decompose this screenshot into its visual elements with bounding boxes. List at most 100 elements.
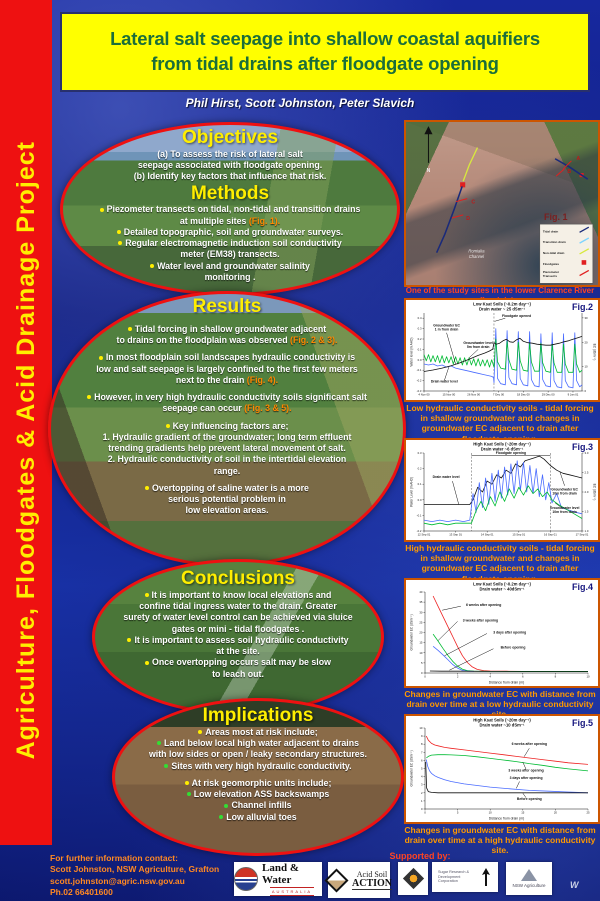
svg-text:High Ksat Soils (~20m day⁻¹): High Ksat Soils (~20m day⁻¹) [473,718,531,723]
svg-text:4: 4 [421,775,423,779]
svg-text:0.0: 0.0 [418,498,422,502]
svg-text:Distance from drain (m): Distance from drain (m) [489,681,524,685]
svg-text:Distance from drain (m): Distance from drain (m) [489,817,524,821]
poster-text-line: surety of water level control can be ach… [123,612,353,623]
svg-text:10m from drain: 10m from drain [552,491,577,495]
svg-text:9 Jan 01: 9 Jan 01 [568,393,579,397]
supported-by-label: Supported by: [389,851,451,861]
svg-text:EC (dSm⁻¹): EC (dSm⁻¹) [593,344,597,361]
svg-text:3.0: 3.0 [585,451,589,455]
svg-text:10: 10 [419,726,423,730]
fig4-label: Fig.4 [571,582,593,592]
svg-text:Piezometer: Piezometer [543,270,560,274]
svg-text:8: 8 [421,742,423,746]
bullet-icon [150,263,155,268]
bullet-icon [145,486,150,491]
cane-arrow-icon [482,868,490,886]
section-implications: Implications Areas most at risk include; L… [112,698,404,856]
svg-text:20: 20 [585,340,589,344]
svg-text:0.1: 0.1 [418,482,422,486]
svg-text:3 days after opening: 3 days after opening [493,631,526,635]
svg-text:6: 6 [522,675,524,679]
sugar-rdc-logo: Sugar Research & Development Corporation [432,862,498,892]
svg-text:15 Sep 01: 15 Sep 01 [512,533,525,537]
fig1-panel: N A B C D Romiaka Channel Tidal drain Transition… [404,120,600,287]
fig5-label: Fig.5 [571,718,593,728]
svg-text:Drain water ~10 dSm⁻¹: Drain water ~10 dSm⁻¹ [480,723,526,728]
svg-text:8: 8 [555,675,557,679]
poster-title-line1: Lateral salt seepage into shallow coasta… [110,28,540,50]
bullet-icon [198,730,203,735]
authors-line: Phil Hirst, Scott Johnston, Peter Slavic… [185,96,415,110]
svg-text:12 Sep 01: 12 Sep 01 [418,533,431,537]
svg-text:Before opening: Before opening [517,797,542,801]
svg-text:C: C [471,200,475,206]
poster-text-line: gates or mini - tidal floodgates . [171,623,305,634]
svg-text:13 Sep 01: 13 Sep 01 [449,533,462,537]
pyramid-icon [521,869,537,881]
poster-text-line: range. [213,465,241,476]
svg-text:2: 2 [421,791,423,795]
svg-text:6 weeks after opening: 6 weeks after opening [512,742,547,746]
land-water-subtext: AUSTRALIA [269,887,315,896]
poster-text-line: Piezometer transects on tidal, non-tidal… [99,204,360,215]
svg-text:Groundwater level: Groundwater level [550,506,580,510]
svg-text:0.2: 0.2 [418,467,422,471]
fig5-chart: 0 5 10 15 20 25 0 1 2 3 4 5 6 7 8 9 10 High Ksat Soils (~… [406,716,598,822]
svg-text:5: 5 [421,767,423,771]
contact-line: For further information contact: [50,853,178,863]
bullet-icon [118,241,123,246]
svg-text:6 weeks after opening: 6 weeks after opening [466,603,501,607]
poster-text-line: Low elevation ASS backswamps [186,789,329,800]
figure-reference: (Fig. 3 & 5). [244,403,292,414]
poster-text-line: Key influencing factors are; [165,421,288,432]
bullet-icon [224,803,229,808]
fig4-panel: Fig.4 0 2 4 6 8 10 0 5 10 15 20 25 30 35 40 Low Ksat So… [404,578,600,688]
bullet-icon [87,395,92,400]
svg-text:40: 40 [419,590,423,594]
bullet-icon [184,781,189,786]
contact-block: For further information contact: Scott J… [50,853,219,899]
poster-text-line: Tidal forcing in shallow groundwater adj… [127,324,326,335]
poster-text-line: 1. Hydraulic gradient of the groundwater… [102,431,352,442]
section-objectives-methods: Objectives (a) To assess the risk of late… [60,122,400,296]
svg-text:6: 6 [421,758,423,762]
svg-text:-0.2: -0.2 [417,529,422,533]
svg-text:A: A [577,156,581,162]
svg-text:15: 15 [521,811,525,815]
svg-text:3: 3 [421,783,423,787]
poster-text-line: Regular electromagnetic induction soil c… [118,238,342,249]
svg-text:3 weeks after opening: 3 weeks after opening [463,618,498,622]
svg-text:Groundwater EC (dSm⁻¹): Groundwater EC (dSm⁻¹) [410,750,414,786]
poster-text-line: with low sides or open / leaky secondary… [148,749,368,760]
bullet-icon [127,638,132,643]
svg-text:Non-tidal drain: Non-tidal drain [543,251,565,255]
svg-text:25: 25 [586,811,590,815]
bullet-icon [98,355,103,360]
svg-text:Before opening: Before opening [501,646,526,650]
svg-text:7: 7 [421,750,423,754]
poster-text-line: Land below local high water adjacent to … [156,738,359,749]
svg-text:Transition drain: Transition drain [543,240,566,244]
svg-text:Water Level (m AHD): Water Level (m AHD) [410,477,414,507]
svg-text:5: 5 [421,661,423,665]
svg-text:Channel: Channel [469,254,484,259]
bullet-icon [165,423,170,428]
bullet-icon [144,593,149,598]
svg-text:30: 30 [585,316,589,320]
poster-text-line: It is important to know local elevations… [144,590,331,601]
svg-text:Groundwater EC: Groundwater EC [551,487,578,491]
section-heading: Objectives [181,127,279,148]
poster-text-line: (b) Identify key factors that influence … [133,171,327,182]
poster-text-line: At risk geomorphic units include; [184,778,331,789]
svg-text:Drain water ~6 dSm⁻¹: Drain water ~6 dSm⁻¹ [481,447,524,452]
project-sidebar-text: Agriculture, Floodgates & Acid Drainage … [11,140,40,760]
figure-reference: (Fig. 2 & 3). [290,335,338,346]
svg-text:10: 10 [419,651,423,655]
svg-text:0.0: 0.0 [418,358,422,362]
svg-text:Floodgate opened: Floodgate opened [502,314,531,318]
svg-text:Drain water ~ 40dSm⁻¹: Drain water ~ 40dSm⁻¹ [480,587,526,592]
svg-text:Groundwater level: Groundwater level [463,341,493,345]
poster-text-line: Overtopping of saline water is a more [145,483,309,494]
section-heading: Results [192,296,262,317]
